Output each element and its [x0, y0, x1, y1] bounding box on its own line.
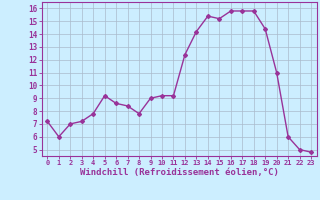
X-axis label: Windchill (Refroidissement éolien,°C): Windchill (Refroidissement éolien,°C) [80, 168, 279, 177]
